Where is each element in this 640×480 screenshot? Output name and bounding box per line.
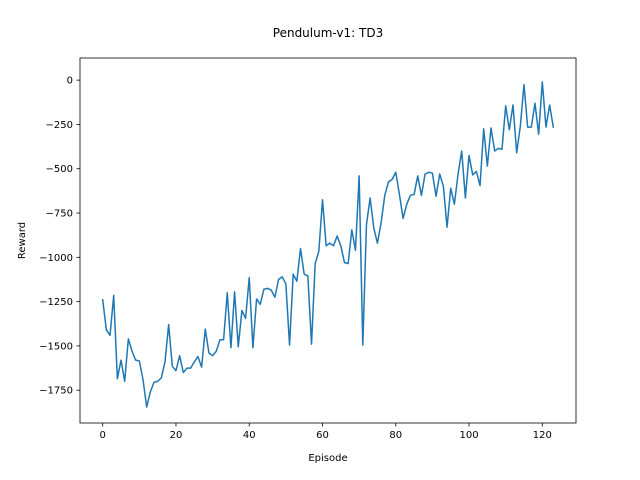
x-tick-label: 80 (389, 430, 402, 441)
x-tick-label: 0 (100, 430, 106, 441)
x-axis-label: Episode (308, 453, 347, 464)
plot-area (79, 57, 577, 424)
x-tick-label: 120 (533, 430, 552, 441)
x-axis-ticks: 0 20 40 60 80 100 120 (100, 423, 552, 441)
x-tick-label: 100 (459, 430, 478, 441)
y-axis-label: Reward (17, 222, 28, 259)
y-tick-label: −1750 (39, 386, 73, 397)
y-tick-label: −1500 (39, 341, 73, 352)
axes-frame (79, 57, 577, 424)
y-tick-label: −750 (46, 209, 73, 220)
y-axis-ticks: 0 −250 −500 −750 −1000 −1250 −1500 −1750 (39, 76, 80, 397)
series-line (101, 81, 555, 408)
y-tick-label: −1000 (39, 253, 73, 264)
y-tick-label: −500 (46, 164, 73, 175)
chart-title: Pendulum-v1: TD3 (273, 26, 383, 40)
x-tick-label: 40 (243, 430, 256, 441)
x-tick-label: 60 (316, 430, 329, 441)
x-tick-label: 20 (170, 430, 183, 441)
y-tick-label: −250 (46, 120, 73, 131)
y-tick-label: 0 (67, 76, 73, 87)
y-tick-label: −1250 (39, 297, 73, 308)
